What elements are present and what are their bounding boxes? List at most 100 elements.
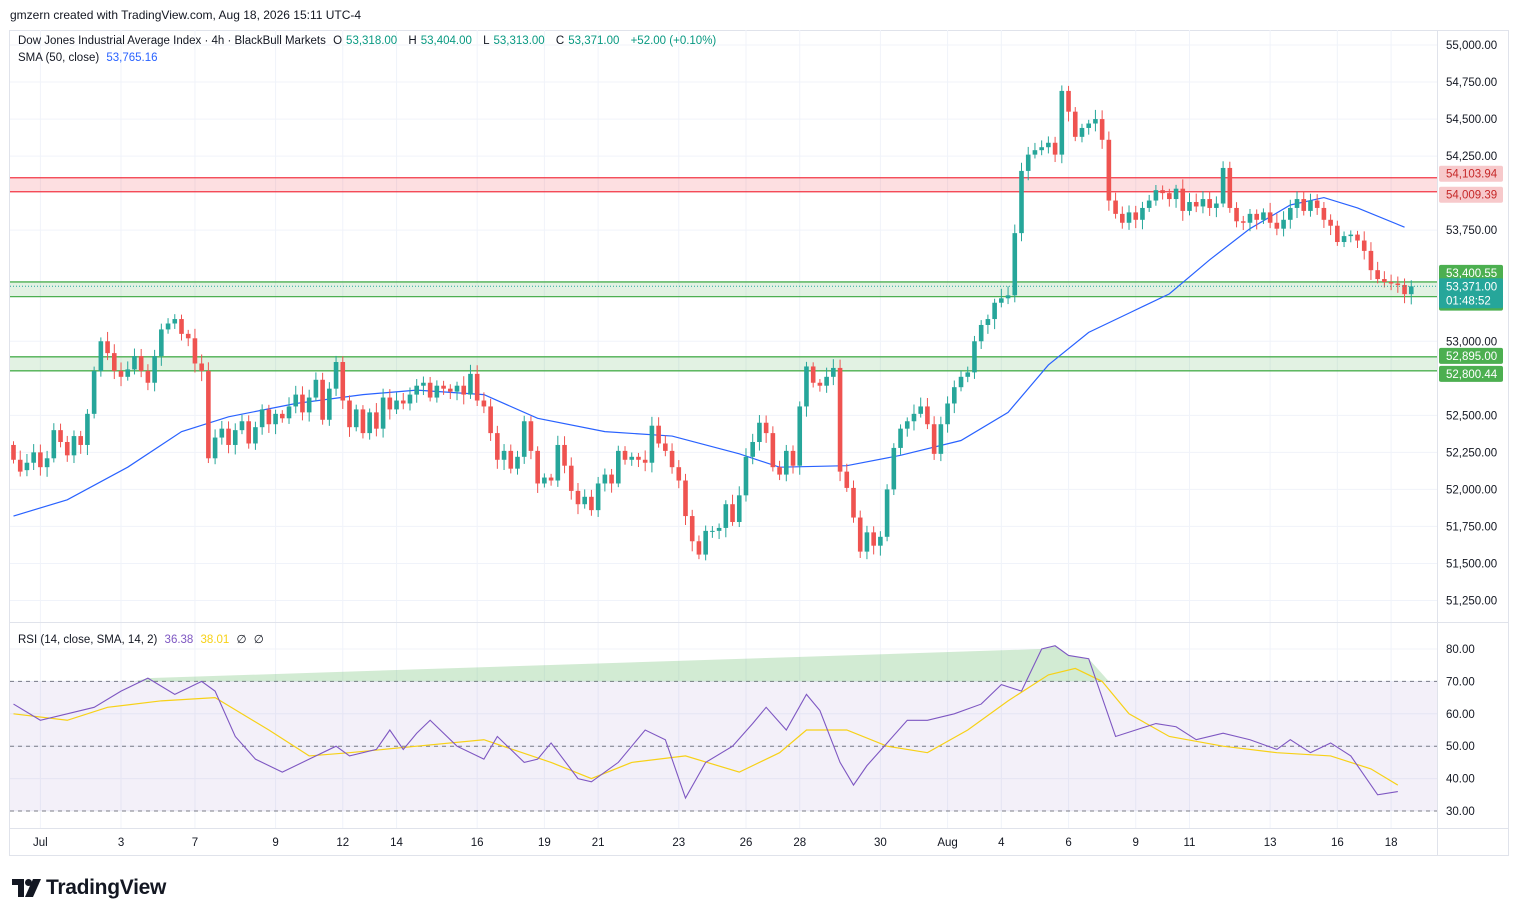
candle[interactable] [508, 444, 514, 474]
candle[interactable] [138, 348, 144, 378]
candle[interactable] [985, 314, 991, 334]
candle[interactable] [1254, 209, 1259, 230]
candle[interactable] [481, 392, 487, 414]
candle[interactable] [192, 328, 198, 373]
candle[interactable] [1361, 231, 1367, 260]
candle[interactable] [1066, 85, 1071, 122]
candle[interactable] [495, 425, 500, 469]
candle[interactable] [286, 397, 292, 424]
candle[interactable] [199, 354, 204, 382]
candle[interactable] [723, 500, 729, 538]
candle[interactable] [716, 523, 722, 540]
candle[interactable] [488, 398, 493, 441]
candle[interactable] [1314, 194, 1320, 215]
candle[interactable] [817, 379, 823, 392]
candle[interactable] [790, 445, 796, 474]
candle[interactable] [952, 380, 957, 414]
candle[interactable] [528, 416, 534, 460]
candle[interactable] [333, 355, 339, 396]
candle[interactable] [273, 409, 278, 435]
candle[interactable] [945, 396, 950, 433]
candle[interactable] [851, 480, 856, 523]
candle[interactable] [1167, 188, 1172, 207]
candle[interactable] [85, 409, 90, 456]
candle[interactable] [17, 450, 23, 477]
candle[interactable] [978, 320, 984, 349]
candle[interactable] [844, 463, 850, 492]
candle[interactable] [1025, 146, 1031, 181]
candle[interactable] [313, 372, 319, 402]
candle[interactable] [145, 364, 151, 391]
candle[interactable] [1368, 242, 1374, 280]
candle[interactable] [1099, 110, 1105, 149]
candle[interactable] [884, 484, 890, 542]
candle[interactable] [1234, 202, 1239, 228]
candle[interactable] [374, 403, 379, 437]
candle[interactable] [911, 404, 917, 431]
candle[interactable] [1005, 286, 1011, 305]
candle[interactable] [1133, 205, 1139, 229]
candle[interactable] [1187, 193, 1192, 216]
candle[interactable] [1093, 109, 1098, 132]
candle[interactable] [98, 337, 104, 377]
candle[interactable] [474, 365, 480, 407]
candle[interactable] [669, 443, 675, 474]
candle[interactable] [999, 288, 1004, 308]
candle[interactable] [757, 415, 762, 451]
candle[interactable] [300, 386, 305, 421]
candle[interactable] [1214, 196, 1219, 218]
candle[interactable] [414, 379, 419, 403]
candle[interactable] [78, 430, 83, 454]
candle[interactable] [797, 401, 803, 475]
candle[interactable] [582, 489, 587, 509]
candle[interactable] [642, 450, 648, 472]
candle[interactable] [353, 404, 359, 432]
candle[interactable] [1153, 184, 1159, 206]
rsi-line[interactable] [13, 645, 1398, 800]
candle[interactable] [1079, 123, 1085, 143]
candle[interactable] [454, 381, 460, 401]
candle[interactable] [649, 416, 655, 473]
candle[interactable] [676, 460, 682, 489]
candle[interactable] [212, 429, 218, 465]
candle[interactable] [683, 473, 688, 525]
candle[interactable] [31, 444, 36, 470]
candle[interactable] [1039, 140, 1044, 156]
candle[interactable] [266, 404, 272, 433]
candle[interactable] [58, 423, 63, 448]
candle[interactable] [380, 388, 386, 438]
candle[interactable] [965, 366, 971, 383]
candle[interactable] [831, 359, 836, 386]
candle[interactable] [689, 509, 695, 552]
candle[interactable] [609, 468, 614, 493]
candle[interactable] [521, 415, 527, 464]
candle[interactable] [1288, 199, 1293, 229]
tradingview-footer[interactable]: TradingView [12, 876, 166, 900]
candle[interactable] [1200, 191, 1206, 214]
candle[interactable] [622, 446, 628, 465]
candle[interactable] [1321, 202, 1327, 228]
candle[interactable] [1281, 211, 1286, 237]
candle[interactable] [542, 473, 547, 488]
candle[interactable] [636, 452, 641, 468]
candle[interactable] [743, 448, 749, 502]
candle[interactable] [804, 361, 809, 417]
candle[interactable] [878, 531, 883, 556]
rsi-legend[interactable]: RSI (14, close, SMA, 14, 2) 36.38 38.01 … [18, 632, 268, 646]
candle[interactable] [44, 450, 50, 477]
candle[interactable] [206, 362, 211, 464]
candle[interactable] [165, 318, 171, 334]
candle[interactable] [280, 410, 285, 423]
candle[interactable] [24, 453, 30, 477]
candle[interactable] [159, 323, 164, 366]
candle[interactable] [918, 397, 923, 418]
candle[interactable] [1059, 85, 1065, 164]
sma-legend[interactable]: SMA (50, close) 53,765.16 [18, 52, 162, 64]
candle[interactable] [1261, 208, 1266, 224]
candle[interactable] [736, 486, 742, 528]
candle[interactable] [898, 424, 903, 455]
candle[interactable] [1294, 191, 1300, 219]
candle[interactable] [71, 430, 77, 464]
candle[interactable] [1341, 231, 1347, 248]
candle[interactable] [172, 314, 178, 329]
